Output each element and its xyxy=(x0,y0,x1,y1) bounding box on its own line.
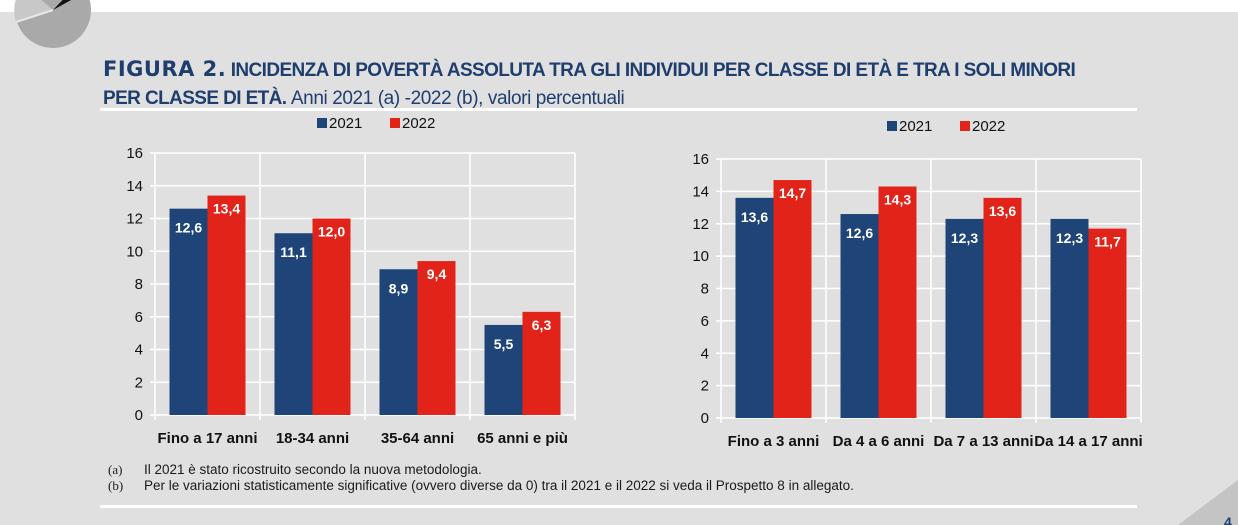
y-tick-label: 10 xyxy=(126,243,143,260)
legend-label-2022: 2022 xyxy=(402,115,435,132)
bar-2021 xyxy=(840,214,879,418)
bar-2021 xyxy=(169,208,208,415)
footnote-b: (b) Per le variazioni statisticamente si… xyxy=(108,478,854,494)
chart-by-age-class: 0 2 4 6 8 10 12 14 16 12,6 13,4 Fino a 17 anni 11,1 1… xyxy=(126,115,576,447)
page-corner-decoration: 4 xyxy=(1178,480,1238,525)
figure-subtitle: Anni 2021 (a) -2022 (b), valori percentu… xyxy=(290,88,625,109)
data-label: 13,4 xyxy=(213,201,240,217)
x-category-label: Da 14 a 17 anni xyxy=(1034,433,1142,450)
y-tick-label: 14 xyxy=(126,178,143,195)
y-tick-label: 10 xyxy=(692,248,709,265)
bar-2022 xyxy=(773,180,812,418)
bar-2022 xyxy=(522,311,561,415)
bar-2021 xyxy=(274,233,313,415)
y-tick-label: 0 xyxy=(701,410,709,427)
bar-2022 xyxy=(207,195,246,415)
pie-chart-icon xyxy=(14,0,91,48)
y-tick-label: 14 xyxy=(692,183,709,200)
x-category-label: Da 4 a 6 anni xyxy=(833,433,925,450)
y-tick-label: 2 xyxy=(701,378,709,395)
y-tick-label: 12 xyxy=(692,216,709,233)
data-label: 11,1 xyxy=(280,244,307,260)
y-tick-label: 16 xyxy=(692,151,709,168)
figure-title: FIGURA 2. INCIDENZA DI POVERTÀ ASSOLUTA … xyxy=(103,56,1183,113)
data-label: 13,6 xyxy=(989,203,1016,219)
data-label: 12,3 xyxy=(951,230,978,246)
footnote-text: Per le variazioni statisticamente signif… xyxy=(144,478,854,493)
bar-2021 xyxy=(1050,218,1089,418)
bar-2021 xyxy=(379,269,418,415)
page-number: 4 xyxy=(1224,514,1232,525)
x-category-label: Fino a 17 anni xyxy=(157,430,257,447)
data-label: 12,3 xyxy=(1056,230,1083,246)
data-label: 12,0 xyxy=(318,224,345,240)
data-label: 14,7 xyxy=(779,185,806,201)
y-tick-label: 4 xyxy=(135,342,143,359)
legend-label-2022: 2022 xyxy=(972,118,1005,135)
bar-2022 xyxy=(417,261,456,415)
y-tick-label: 6 xyxy=(135,309,143,326)
footnote-a: (a) Il 2021 è stato ricostruito secondo … xyxy=(108,462,854,478)
bar-2022 xyxy=(1088,228,1127,418)
x-category-label: 65 anni e più xyxy=(477,430,568,447)
data-label: 9,4 xyxy=(427,266,447,282)
legend-swatch-2022 xyxy=(390,118,400,128)
y-tick-label: 12 xyxy=(126,211,143,228)
y-tick-label: 4 xyxy=(701,345,709,362)
bar-2021 xyxy=(484,324,523,415)
x-category-label: 35-64 anni xyxy=(381,430,454,447)
bar-2022 xyxy=(983,197,1022,418)
figure-title-line1: INCIDENZA DI POVERTÀ ASSOLUTA TRA GLI IN… xyxy=(230,60,1076,81)
y-tick-label: 0 xyxy=(135,407,143,424)
x-category-label: Fino a 3 anni xyxy=(728,433,820,450)
data-label: 11,7 xyxy=(1094,234,1121,250)
x-category-label: 18-34 anni xyxy=(276,430,349,447)
y-tick-label: 8 xyxy=(135,276,143,293)
data-label: 6,3 xyxy=(532,317,552,333)
bar-2021 xyxy=(735,197,774,418)
y-tick-label: 2 xyxy=(135,374,143,391)
x-category-label: Da 7 a 13 anni xyxy=(933,433,1033,450)
bar-2022 xyxy=(878,186,917,418)
legend-swatch-2021 xyxy=(317,118,327,128)
figure-number: FIGURA 2. xyxy=(103,57,227,81)
footnote-key: (a) xyxy=(108,462,123,477)
y-tick-label: 6 xyxy=(701,313,709,330)
bottom-divider xyxy=(100,505,1137,508)
legend-label-2021: 2021 xyxy=(329,115,362,132)
data-label: 13,6 xyxy=(741,209,768,225)
y-tick-label: 8 xyxy=(701,281,709,298)
data-label: 14,3 xyxy=(884,192,911,208)
data-label: 8,9 xyxy=(389,280,409,296)
figure-title-line2: PER CLASSE DI ETÀ. xyxy=(103,88,287,109)
legend-swatch-2022 xyxy=(960,121,970,131)
data-label: 12,6 xyxy=(846,225,873,241)
footnotes: (a) Il 2021 è stato ricostruito secondo … xyxy=(108,462,854,494)
legend-swatch-2021 xyxy=(887,121,897,131)
bar-2021 xyxy=(945,218,984,418)
legend-label-2021: 2021 xyxy=(899,118,932,135)
y-tick-label: 16 xyxy=(126,145,143,162)
data-label: 12,6 xyxy=(175,220,202,236)
footnote-text: Il 2021 è stato ricostruito secondo la n… xyxy=(144,462,482,477)
bar-2022 xyxy=(312,218,351,415)
top-divider xyxy=(100,108,1137,111)
footnote-key: (b) xyxy=(108,478,124,493)
data-label: 5,5 xyxy=(494,336,514,352)
chart-minors-by-age-class: 0 2 4 6 8 10 12 14 16 13,6 14,7 Fino a 3 anni 12,6 14… xyxy=(692,118,1142,450)
